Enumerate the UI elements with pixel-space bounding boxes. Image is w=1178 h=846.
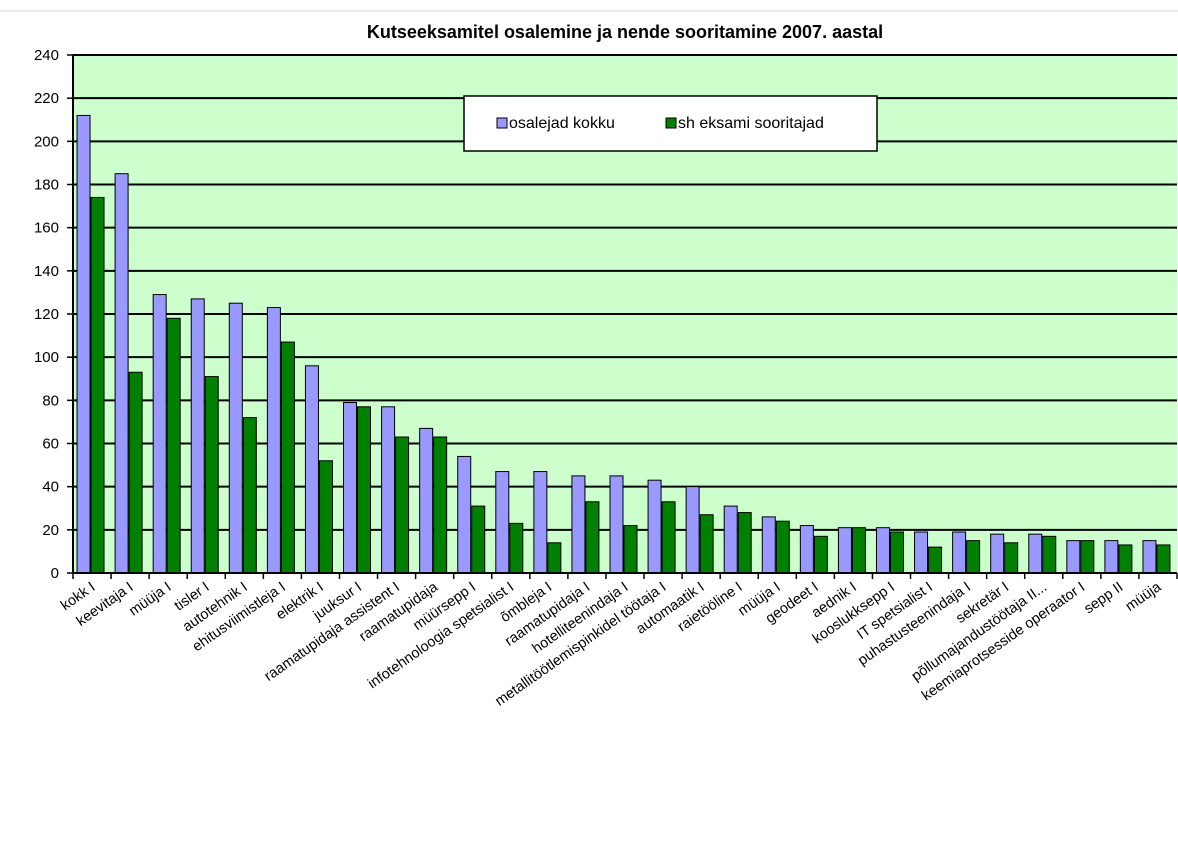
bar-osalejad <box>952 531 967 574</box>
bar-osalejad <box>990 533 1005 574</box>
bar-osalejad <box>457 455 472 574</box>
legend-label: osalejad kokku <box>509 115 615 132</box>
bar-sooritajad <box>1156 544 1171 574</box>
y-tick-label: 60 <box>42 436 59 453</box>
y-tick-label: 80 <box>42 392 59 409</box>
bar-osalejad <box>799 525 814 574</box>
bar-osalejad <box>1066 540 1081 574</box>
category-label: sepp II <box>1081 579 1126 617</box>
bar-osalejad <box>266 307 281 574</box>
bar-osalejad <box>114 173 129 574</box>
bar-sooritajad <box>737 512 752 574</box>
bar-osalejad <box>343 401 358 574</box>
bar-sooritajad <box>318 460 333 574</box>
y-tick-label: 0 <box>51 565 59 582</box>
chart-title: Kutseeksamitel osalemine ja nende soorit… <box>367 22 883 42</box>
bar-osalejad <box>1028 533 1043 574</box>
bar-sooritajad <box>128 371 143 574</box>
category-label: müüja I <box>126 579 174 619</box>
bar-osalejad <box>761 516 776 574</box>
bar-sooritajad <box>433 436 448 574</box>
bar-sooritajad <box>204 376 219 574</box>
bar-sooritajad <box>1004 542 1019 574</box>
bar-osalejad <box>571 475 586 574</box>
legend-swatch <box>496 117 508 129</box>
bar-sooritajad <box>242 417 257 574</box>
bar-sooritajad <box>1042 535 1057 574</box>
bar-sooritajad <box>280 341 295 574</box>
bar-osalejad <box>190 298 205 574</box>
y-tick-label: 240 <box>34 47 59 64</box>
bar-sooritajad <box>166 317 181 574</box>
bar-sooritajad <box>889 531 904 574</box>
y-tick-label: 100 <box>34 349 59 366</box>
bar-osalejad <box>875 527 890 574</box>
bar-sooritajad <box>357 406 372 574</box>
bar-sooritajad <box>1118 544 1133 574</box>
bar-osalejad <box>685 486 700 574</box>
bar-osalejad <box>914 531 929 574</box>
bar-osalejad <box>1104 540 1119 574</box>
bar-osalejad <box>304 365 319 574</box>
bar-sooritajad <box>851 527 866 574</box>
bar-sooritajad <box>509 522 524 574</box>
bar-sooritajad <box>966 540 981 574</box>
bar-sooritajad <box>775 520 790 574</box>
bar-sooritajad <box>471 505 486 574</box>
bar-osalejad <box>1142 540 1157 574</box>
bar-osalejad <box>152 294 167 574</box>
y-tick-label: 160 <box>34 220 59 237</box>
y-tick-label: 200 <box>34 133 59 150</box>
y-tick-label: 220 <box>34 90 59 107</box>
y-tick-label: 20 <box>42 522 59 539</box>
bar-osalejad <box>495 471 510 574</box>
bar-sooritajad <box>547 542 562 574</box>
bar-osalejad <box>419 427 434 574</box>
bar-osalejad <box>723 505 738 574</box>
bar-sooritajad <box>661 501 676 574</box>
legend-label: sh eksami sooritajad <box>678 115 824 132</box>
bar-osalejad <box>533 471 548 574</box>
legend-swatch <box>665 117 677 129</box>
bar-sooritajad <box>395 436 410 574</box>
bar-sooritajad <box>1080 540 1095 574</box>
y-tick-label: 180 <box>34 177 59 194</box>
bar-osalejad <box>609 475 624 574</box>
y-tick-label: 120 <box>34 306 59 323</box>
bar-sooritajad <box>699 514 714 574</box>
bar-sooritajad <box>623 525 638 574</box>
y-tick-label: 140 <box>34 263 59 280</box>
bar-sooritajad <box>813 535 828 574</box>
bar-sooritajad <box>928 546 943 574</box>
bar-osalejad <box>228 302 243 574</box>
bar-osalejad <box>76 114 91 574</box>
bar-sooritajad <box>90 196 105 574</box>
y-tick-label: 40 <box>42 479 59 496</box>
category-label: müüja <box>1123 579 1165 615</box>
bar-sooritajad <box>585 501 600 574</box>
legend: osalejad kokku sh eksami sooritajad <box>463 95 878 152</box>
bar-osalejad <box>837 527 852 574</box>
bar-osalejad <box>381 406 396 574</box>
bar-osalejad <box>647 479 662 574</box>
